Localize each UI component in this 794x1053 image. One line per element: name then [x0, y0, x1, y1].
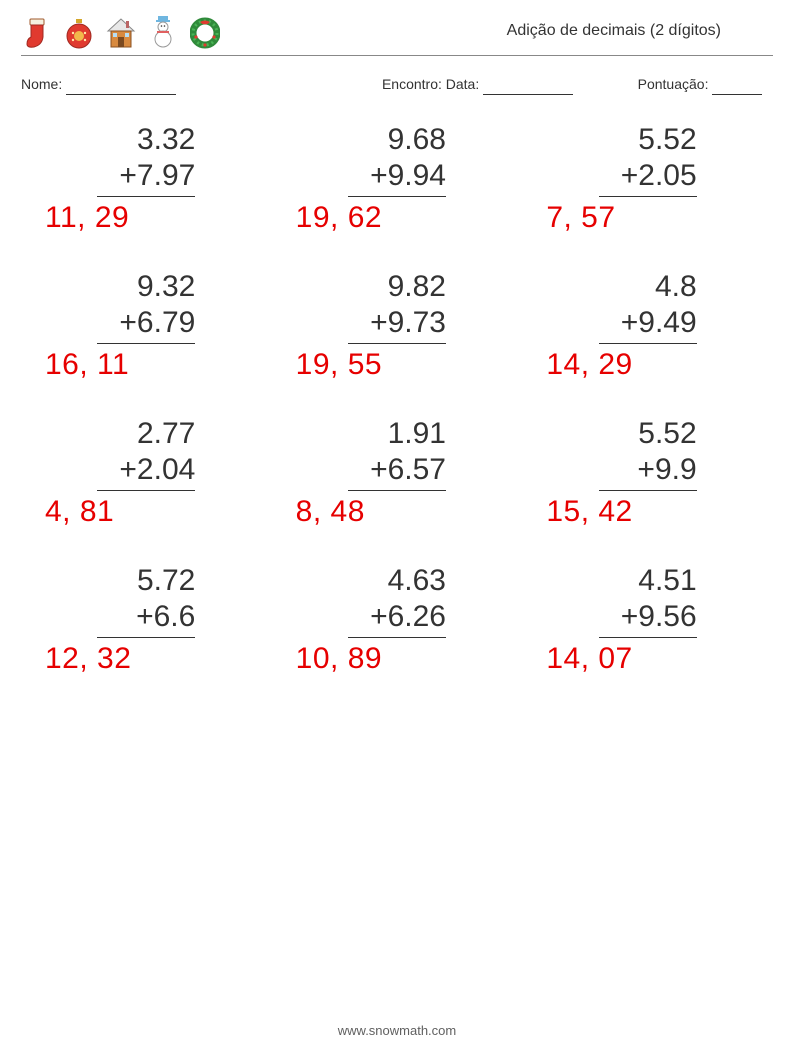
operand-1: 4.51: [599, 563, 697, 599]
worksheet-title: Adição de decimais (2 dígitos): [507, 22, 773, 40]
operand-2: +9.73: [348, 305, 446, 344]
problem-stack: 9.68+9.94: [342, 122, 452, 197]
answer: 10, 89: [292, 642, 503, 676]
operand-2: +9.56: [599, 599, 697, 638]
problem-5: 9.82+9.73 19, 55: [292, 269, 503, 382]
operand-2: +9.94: [348, 158, 446, 197]
score-blank[interactable]: [712, 81, 762, 95]
problem-stack: 2.77+2.04: [91, 416, 201, 491]
problem-3: 5.52+2.05 7, 57: [542, 122, 753, 235]
operand-2: +6.57: [348, 452, 446, 491]
answer: 19, 62: [292, 201, 503, 235]
operand-2: +2.04: [97, 452, 195, 491]
operand-2: +9.9: [599, 452, 697, 491]
stocking-icon: [21, 13, 53, 49]
problem-stack: 9.82+9.73: [342, 269, 452, 344]
problem-12: 4.51+9.56 14, 07: [542, 563, 753, 676]
answer: 8, 48: [292, 495, 503, 529]
problem-6: 4.8+9.49 14, 29: [542, 269, 753, 382]
header-icon-row: [21, 13, 221, 49]
answer: 12, 32: [41, 642, 252, 676]
operand-1: 2.77: [97, 416, 195, 452]
problem-stack: 5.52+9.9: [593, 416, 703, 491]
worksheet-page: Adição de decimais (2 dígitos) Nome: Enc…: [0, 0, 794, 1053]
operand-1: 9.82: [348, 269, 446, 305]
operand-1: 5.72: [97, 563, 195, 599]
answer: 14, 29: [542, 348, 753, 382]
operand-1: 9.32: [97, 269, 195, 305]
operand-2: +9.49: [599, 305, 697, 344]
operand-1: 5.52: [599, 122, 697, 158]
problem-2: 9.68+9.94 19, 62: [292, 122, 503, 235]
operand-1: 4.8: [599, 269, 697, 305]
info-row: Nome: Encontro: Data: Pontuação:: [21, 76, 773, 92]
score-label: Pontuação:: [638, 76, 709, 92]
house-icon: [105, 13, 137, 49]
operand-2: +6.6: [97, 599, 195, 638]
problem-10: 5.72+6.6 12, 32: [41, 563, 252, 676]
problem-4: 9.32+6.79 16, 11: [41, 269, 252, 382]
problem-11: 4.63+6.26 10, 89: [292, 563, 503, 676]
name-label: Nome:: [21, 76, 62, 92]
operand-1: 5.52: [599, 416, 697, 452]
problem-7: 2.77+2.04 4, 81: [41, 416, 252, 529]
operand-1: 9.68: [348, 122, 446, 158]
operand-1: 1.91: [348, 416, 446, 452]
problem-stack: 9.32+6.79: [91, 269, 201, 344]
snowman-icon: [147, 13, 179, 49]
problem-stack: 1.91+6.57: [342, 416, 452, 491]
problem-8: 1.91+6.57 8, 48: [292, 416, 503, 529]
problem-1: 3.32+7.97 11, 29: [41, 122, 252, 235]
header-bar: Adição de decimais (2 dígitos): [21, 13, 773, 56]
problem-stack: 3.32+7.97: [91, 122, 201, 197]
operand-2: +7.97: [97, 158, 195, 197]
ornament-icon: [63, 13, 95, 49]
problem-grid: 3.32+7.9711, 299.68+9.9419, 625.52+2.057…: [21, 122, 773, 676]
answer: 7, 57: [542, 201, 753, 235]
answer: 16, 11: [41, 348, 252, 382]
operand-1: 4.63: [348, 563, 446, 599]
answer: 14, 07: [542, 642, 753, 676]
problem-stack: 4.63+6.26: [342, 563, 452, 638]
operand-2: +6.26: [348, 599, 446, 638]
problem-stack: 4.51+9.56: [593, 563, 703, 638]
wreath-icon: [189, 13, 221, 49]
answer: 19, 55: [292, 348, 503, 382]
footer-url: www.snowmath.com: [1, 1023, 793, 1038]
name-blank[interactable]: [66, 81, 176, 95]
date-label: Encontro: Data:: [382, 76, 479, 92]
date-blank[interactable]: [483, 81, 573, 95]
operand-2: +6.79: [97, 305, 195, 344]
operand-2: +2.05: [599, 158, 697, 197]
operand-1: 3.32: [97, 122, 195, 158]
problem-stack: 5.52+2.05: [593, 122, 703, 197]
problem-stack: 4.8+9.49: [593, 269, 703, 344]
answer: 15, 42: [542, 495, 753, 529]
answer: 4, 81: [41, 495, 252, 529]
problem-9: 5.52+9.9 15, 42: [542, 416, 753, 529]
problem-stack: 5.72+6.6: [91, 563, 201, 638]
answer: 11, 29: [41, 201, 252, 235]
